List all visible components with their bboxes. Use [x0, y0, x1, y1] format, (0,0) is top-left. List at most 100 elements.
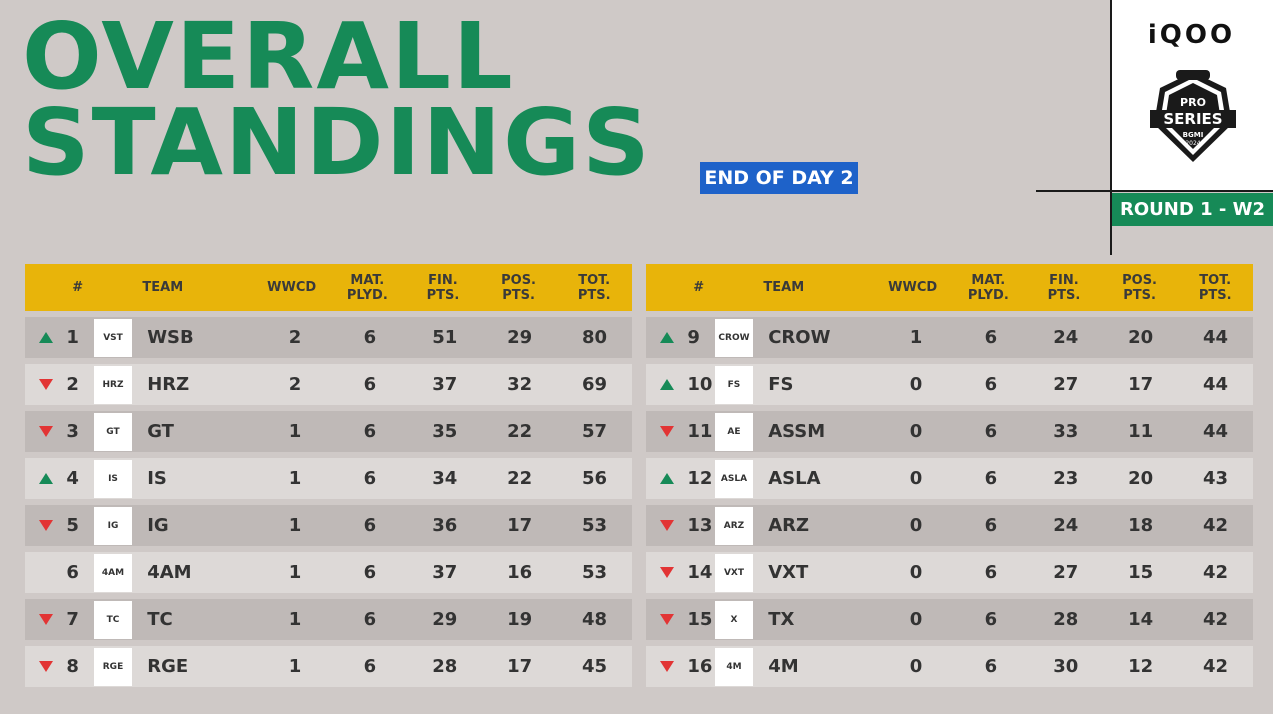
- team-logo-icon: CROW: [714, 318, 753, 357]
- col-fin: FIN. PTS.: [1047, 272, 1081, 303]
- total-points: 42: [1203, 515, 1229, 536]
- position-points: 17: [507, 656, 533, 677]
- title-line-2: STANDINGS: [22, 89, 652, 196]
- col-wwcd: WWCD: [888, 280, 938, 295]
- total-points: 45: [582, 656, 608, 677]
- team-name: VXT: [768, 562, 809, 583]
- table-row: 2 HRZ HRZ 2 6 37 32 69: [25, 364, 632, 405]
- position-points: 11: [1128, 421, 1154, 442]
- position-points: 20: [1128, 468, 1154, 489]
- table-row: 13 ARZ ARZ 0 6 24 18 42: [646, 505, 1253, 546]
- finish-points: 27: [1053, 562, 1079, 583]
- finish-points: 35: [432, 421, 458, 442]
- total-points: 80: [582, 327, 608, 348]
- team-name: CROW: [768, 327, 831, 348]
- team-logo-icon: VXT: [714, 553, 753, 592]
- round-badge: ROUND 1 - W2: [1112, 193, 1273, 226]
- finish-points: 24: [1053, 327, 1079, 348]
- total-points: 42: [1203, 656, 1229, 677]
- total-points: 43: [1203, 468, 1229, 489]
- table-row: 6 4AM 4AM 1 6 37 16 53: [25, 552, 632, 593]
- team-logo-icon: RGE: [93, 647, 132, 686]
- wwcd-value: 1: [288, 468, 302, 489]
- rank: 13: [687, 515, 713, 536]
- team-logo-icon: 4AM: [93, 553, 132, 592]
- wwcd-value: 0: [909, 609, 923, 630]
- total-points: 42: [1203, 609, 1229, 630]
- table-row: 15 X TX 0 6 28 14 42: [646, 599, 1253, 640]
- brand-logo: iQOO: [1147, 20, 1236, 50]
- page-title: OVERALL STANDINGS: [22, 11, 652, 189]
- position-points: 32: [507, 374, 533, 395]
- team-name: WSB: [147, 327, 194, 348]
- divider-horizontal: [1036, 190, 1273, 192]
- rank: 3: [66, 421, 79, 442]
- divider-vertical: [1110, 0, 1112, 255]
- team-name: ARZ: [768, 515, 810, 536]
- rows: 1 VST WSB 2 6 51 29 80 2 HRZ HRZ 2 6 37 32 69 3 GT GT 1 6 35 2…: [25, 317, 632, 687]
- finish-points: 51: [432, 327, 458, 348]
- logo-text-pro: PRO: [1180, 96, 1206, 109]
- finish-points: 30: [1053, 656, 1079, 677]
- team-name: IS: [147, 468, 167, 489]
- table-row: 14 VXT VXT 0 6 27 15 42: [646, 552, 1253, 593]
- table-row: 9 CROW CROW 1 6 24 20 44: [646, 317, 1253, 358]
- table-row: 7 TC TC 1 6 29 19 48: [25, 599, 632, 640]
- rank: 6: [66, 562, 79, 583]
- rank: 1: [66, 327, 79, 348]
- team-logo-icon: TC: [93, 600, 132, 639]
- team-logo-icon: IG: [93, 506, 132, 545]
- wwcd-value: 2: [288, 327, 302, 348]
- position-points: 22: [507, 421, 533, 442]
- position-points: 18: [1128, 515, 1154, 536]
- matches-played: 6: [363, 327, 377, 348]
- finish-points: 23: [1053, 468, 1079, 489]
- table-row: 3 GT GT 1 6 35 22 57: [25, 411, 632, 452]
- trend-up-icon: [659, 379, 674, 390]
- matches-played: 6: [984, 327, 998, 348]
- logo-text-year: 2024: [1185, 140, 1200, 147]
- position-points: 17: [1128, 374, 1154, 395]
- trend-down-icon: [38, 520, 53, 531]
- rank: 2: [66, 374, 79, 395]
- table-row: 16 4M 4M 0 6 30 12 42: [646, 646, 1253, 687]
- total-points: 44: [1203, 327, 1229, 348]
- total-points: 69: [582, 374, 608, 395]
- col-fin: FIN. PTS.: [426, 272, 460, 303]
- team-name: GT: [147, 421, 174, 442]
- position-points: 19: [507, 609, 533, 630]
- pro-series-logo: PRO SERIES BGMI 2024: [1150, 70, 1236, 162]
- wwcd-value: 0: [909, 468, 923, 489]
- position-points: 15: [1128, 562, 1154, 583]
- position-points: 29: [507, 327, 533, 348]
- matches-played: 6: [363, 562, 377, 583]
- finish-points: 36: [432, 515, 458, 536]
- team-name: TC: [147, 609, 173, 630]
- total-points: 56: [582, 468, 608, 489]
- rank: 15: [687, 609, 713, 630]
- finish-points: 29: [432, 609, 458, 630]
- team-name: 4AM: [147, 562, 192, 583]
- standings-table-right: # TEAM WWCD MAT. PLYD. FIN. PTS. POS. PTS. …: [646, 264, 1253, 687]
- wwcd-value: 0: [909, 515, 923, 536]
- matches-played: 6: [984, 609, 998, 630]
- table-row: 8 RGE RGE 1 6 28 17 45: [25, 646, 632, 687]
- finish-points: 34: [432, 468, 458, 489]
- team-logo-icon: ASLA: [714, 459, 753, 498]
- matches-played: 6: [984, 562, 998, 583]
- position-points: 16: [507, 562, 533, 583]
- trend-up-icon: [38, 332, 53, 343]
- rows: 9 CROW CROW 1 6 24 20 44 10 FS FS 0 6 27 17 44 11 AE ASSM 0…: [646, 317, 1253, 687]
- trend-down-icon: [659, 567, 674, 578]
- team-logo-icon: IS: [93, 459, 132, 498]
- total-points: 53: [582, 562, 608, 583]
- team-logo-icon: X: [714, 600, 753, 639]
- logo-text-series: SERIES: [1163, 110, 1222, 128]
- total-points: 44: [1203, 374, 1229, 395]
- col-mat: MAT. PLYD.: [346, 272, 388, 303]
- rank: 8: [66, 656, 79, 677]
- trend-up-icon: [659, 473, 674, 484]
- team-name: 4M: [768, 656, 799, 677]
- position-points: 20: [1128, 327, 1154, 348]
- table-header: # TEAM WWCD MAT. PLYD. FIN. PTS. POS. PTS. …: [646, 264, 1253, 311]
